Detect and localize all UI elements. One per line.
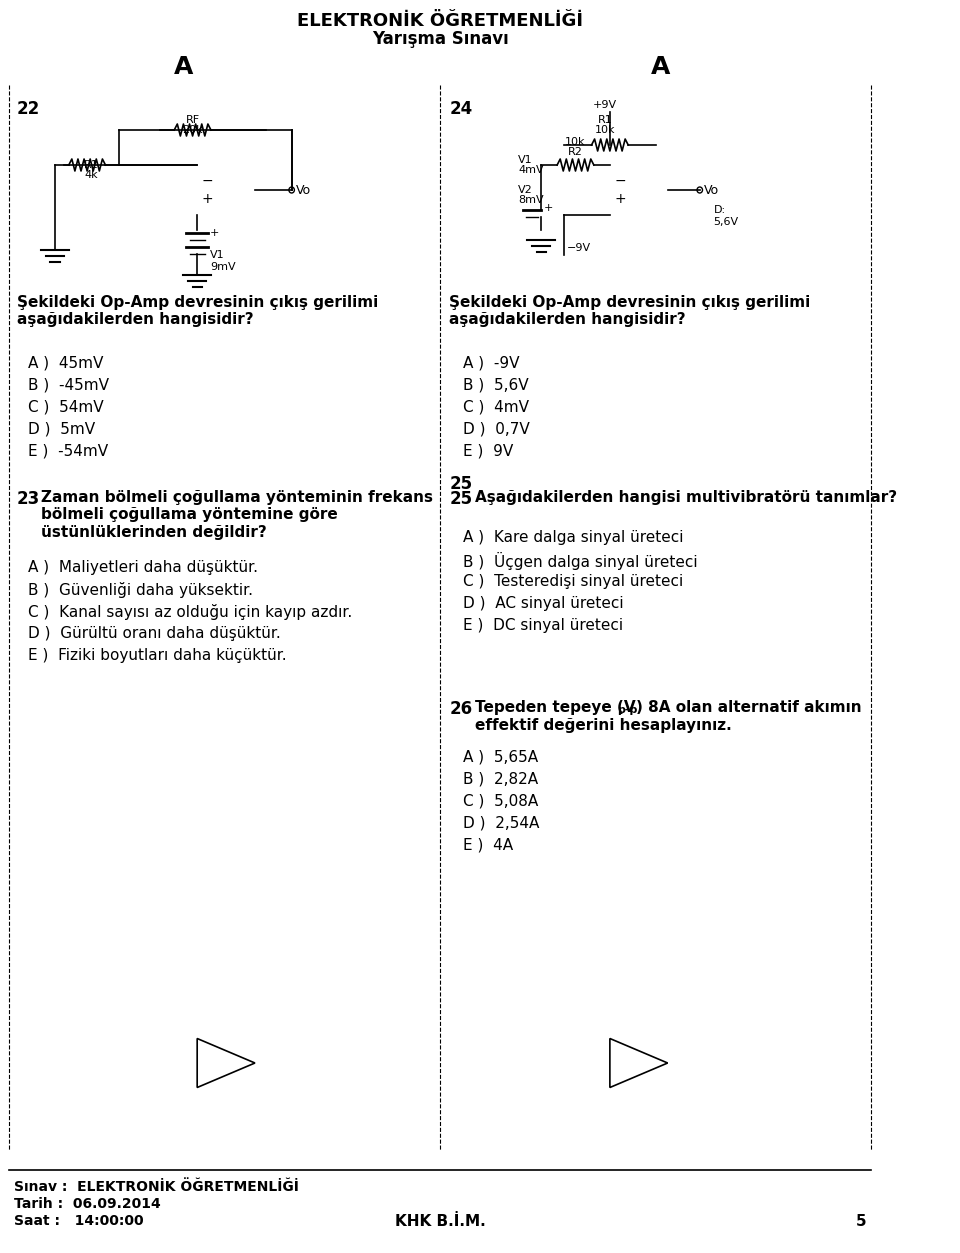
Text: 25: 25 (449, 475, 472, 492)
Text: Saat :   14:00:00: Saat : 14:00:00 (13, 1214, 143, 1228)
Text: D )  2,54A: D ) 2,54A (463, 816, 540, 831)
Text: B )  Güvenliği daha yüksektir.: B ) Güvenliği daha yüksektir. (28, 581, 252, 598)
Text: −9V: −9V (566, 243, 591, 253)
Text: ) 8A olan alternatif akımın: ) 8A olan alternatif akımın (636, 700, 861, 715)
Text: Şekildeki Op-Amp devresinin çıkış gerilimi
aşağıdakilerden hangisidir?: Şekildeki Op-Amp devresinin çıkış gerili… (449, 294, 810, 327)
Text: 25: 25 (449, 490, 472, 507)
Text: R2: R2 (567, 147, 583, 157)
Text: D:: D: (713, 205, 726, 216)
Text: Zaman bölmeli çoğullama yönteminin frekans
bölmeli çoğullama yöntemine göre
üstü: Zaman bölmeli çoğullama yönteminin freka… (41, 490, 433, 540)
Text: 9mV: 9mV (210, 262, 235, 272)
Text: +: + (614, 192, 626, 205)
Text: E )  Fiziki boyutları daha küçüktür.: E ) Fiziki boyutları daha küçüktür. (28, 648, 286, 663)
Text: R1: R1 (84, 160, 99, 170)
Text: 10k: 10k (564, 137, 586, 147)
Text: V1: V1 (518, 155, 533, 165)
Text: E )  -54mV: E ) -54mV (28, 444, 108, 459)
Text: 23: 23 (16, 490, 39, 507)
Text: KHK B.İ.M.: KHK B.İ.M. (395, 1214, 486, 1229)
Text: −: − (202, 174, 213, 188)
Text: 26: 26 (449, 700, 472, 718)
Text: D )  5mV: D ) 5mV (28, 421, 95, 436)
Text: Şekildeki Op-Amp devresinin çıkış gerilimi
aşağıdakilerden hangisidir?: Şekildeki Op-Amp devresinin çıkış gerili… (16, 294, 377, 327)
Text: +: + (210, 228, 220, 238)
Text: +: + (544, 203, 553, 213)
Text: E )  9V: E ) 9V (463, 444, 514, 459)
Text: C )  54mV: C ) 54mV (28, 398, 103, 413)
Text: Yarışma Sınavı: Yarışma Sınavı (372, 30, 509, 48)
Text: Sınav :  ELEKTRONİK ÖĞRETMENLİĞİ: Sınav : ELEKTRONİK ÖĞRETMENLİĞİ (13, 1180, 299, 1194)
Text: D )  AC sinyal üreteci: D ) AC sinyal üreteci (463, 596, 624, 611)
Text: −: − (614, 174, 626, 188)
Text: 24: 24 (449, 100, 472, 118)
Text: R1: R1 (598, 115, 612, 125)
Text: Vo: Vo (297, 184, 311, 197)
Text: RF: RF (185, 115, 200, 125)
Text: C )  4mV: C ) 4mV (463, 398, 529, 413)
Text: effektif değerini hesaplayınız.: effektif değerini hesaplayınız. (475, 718, 732, 733)
Text: ELEKTRONİK ÖĞRETMENLİĞİ: ELEKTRONİK ÖĞRETMENLİĞİ (298, 13, 584, 30)
Text: 4mV: 4mV (518, 165, 543, 175)
Text: 5,6V: 5,6V (713, 217, 738, 227)
Text: 8mV: 8mV (518, 195, 543, 205)
Text: +: + (202, 192, 213, 205)
Text: 22: 22 (16, 100, 39, 118)
Text: A )  Kare dalga sinyal üreteci: A ) Kare dalga sinyal üreteci (463, 530, 684, 545)
Text: C )  Testeredişi sinyal üreteci: C ) Testeredişi sinyal üreteci (463, 574, 684, 589)
Text: A )  45mV: A ) 45mV (28, 355, 103, 370)
Text: B )  Üçgen dalga sinyal üreteci: B ) Üçgen dalga sinyal üreteci (463, 553, 698, 570)
Text: V1: V1 (210, 251, 225, 261)
Text: B )  2,82A: B ) 2,82A (463, 772, 539, 787)
Text: A )  Maliyetleri daha düşüktür.: A ) Maliyetleri daha düşüktür. (28, 560, 257, 575)
Text: Vo: Vo (705, 184, 719, 197)
Text: Tarih :  06.09.2014: Tarih : 06.09.2014 (13, 1197, 160, 1210)
Text: Aşağıdakilerden hangisi multivibratörü tanımlar?: Aşağıdakilerden hangisi multivibratörü t… (475, 490, 898, 505)
Text: E )  DC sinyal üreteci: E ) DC sinyal üreteci (463, 618, 623, 633)
Text: D )  Gürültü oranı daha düşüktür.: D ) Gürültü oranı daha düşüktür. (28, 626, 280, 642)
Text: A: A (651, 55, 670, 79)
Text: B )  5,6V: B ) 5,6V (463, 377, 529, 392)
Text: B )  -45mV: B ) -45mV (28, 377, 108, 392)
Text: 20k: 20k (182, 125, 203, 135)
Text: +9V: +9V (593, 100, 617, 110)
Text: V2: V2 (518, 185, 533, 195)
Text: C )  Kanal sayısı az olduğu için kayıp azdır.: C ) Kanal sayısı az olduğu için kayıp az… (28, 604, 351, 620)
Text: 10k: 10k (595, 125, 615, 135)
Text: A: A (174, 55, 193, 79)
Text: 4k: 4k (84, 170, 99, 180)
Text: D )  0,7V: D ) 0,7V (463, 421, 530, 436)
Text: A )  5,65A: A ) 5,65A (463, 751, 539, 766)
Text: Tepeden tepeye (V: Tepeden tepeye (V (475, 700, 636, 715)
Text: 5: 5 (856, 1214, 867, 1229)
Text: C )  5,08A: C ) 5,08A (463, 794, 539, 809)
Text: A )  -9V: A ) -9V (463, 355, 519, 370)
Text: p-p: p-p (617, 705, 637, 715)
Text: E )  4A: E ) 4A (463, 838, 514, 853)
